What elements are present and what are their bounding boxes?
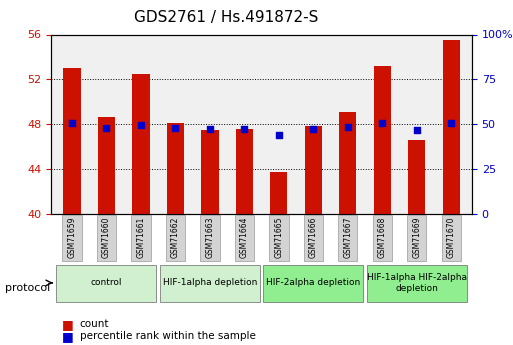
FancyBboxPatch shape bbox=[442, 215, 461, 261]
FancyBboxPatch shape bbox=[338, 215, 358, 261]
Text: HIF-2alpha depletion: HIF-2alpha depletion bbox=[266, 278, 361, 287]
Point bbox=[344, 125, 352, 130]
Text: count: count bbox=[80, 319, 109, 329]
FancyBboxPatch shape bbox=[407, 215, 426, 261]
Text: GSM71666: GSM71666 bbox=[309, 216, 318, 258]
Text: GSM71663: GSM71663 bbox=[205, 216, 214, 258]
Point bbox=[275, 132, 283, 138]
Bar bbox=[339, 112, 357, 214]
Point bbox=[309, 126, 318, 131]
Text: GDS2761 / Hs.491872-S: GDS2761 / Hs.491872-S bbox=[133, 10, 318, 25]
Text: GSM71669: GSM71669 bbox=[412, 216, 421, 258]
Point bbox=[137, 123, 145, 128]
Point bbox=[240, 126, 248, 132]
Text: ■: ■ bbox=[62, 330, 73, 343]
Bar bbox=[201, 130, 219, 214]
Text: GSM71660: GSM71660 bbox=[102, 216, 111, 258]
FancyBboxPatch shape bbox=[269, 215, 288, 261]
FancyBboxPatch shape bbox=[160, 265, 260, 302]
Point bbox=[378, 120, 386, 126]
Bar bbox=[64, 68, 81, 214]
Text: percentile rank within the sample: percentile rank within the sample bbox=[80, 332, 255, 341]
Text: protocol: protocol bbox=[5, 283, 50, 293]
Point bbox=[206, 126, 214, 132]
Text: GSM71667: GSM71667 bbox=[343, 216, 352, 258]
Text: GSM71662: GSM71662 bbox=[171, 216, 180, 258]
FancyBboxPatch shape bbox=[166, 215, 185, 261]
Bar bbox=[236, 129, 253, 214]
Bar bbox=[373, 66, 391, 214]
Bar bbox=[167, 123, 184, 214]
Text: GSM71670: GSM71670 bbox=[447, 216, 456, 258]
Text: GSM71665: GSM71665 bbox=[274, 216, 283, 258]
Bar bbox=[132, 74, 150, 214]
FancyBboxPatch shape bbox=[304, 215, 323, 261]
FancyBboxPatch shape bbox=[367, 265, 467, 302]
FancyBboxPatch shape bbox=[235, 215, 254, 261]
Text: GSM71664: GSM71664 bbox=[240, 216, 249, 258]
Text: HIF-1alpha depletion: HIF-1alpha depletion bbox=[163, 278, 257, 287]
Text: GSM71668: GSM71668 bbox=[378, 216, 387, 258]
Point bbox=[412, 128, 421, 133]
FancyBboxPatch shape bbox=[63, 215, 82, 261]
FancyBboxPatch shape bbox=[131, 215, 151, 261]
Bar bbox=[443, 40, 460, 214]
Bar bbox=[270, 172, 287, 214]
FancyBboxPatch shape bbox=[56, 265, 156, 302]
FancyBboxPatch shape bbox=[97, 215, 116, 261]
Bar bbox=[408, 140, 425, 214]
FancyBboxPatch shape bbox=[263, 265, 363, 302]
Point bbox=[103, 125, 111, 131]
Text: ■: ■ bbox=[62, 318, 73, 331]
Text: control: control bbox=[91, 278, 122, 287]
Text: GSM71659: GSM71659 bbox=[68, 216, 76, 258]
Bar bbox=[305, 126, 322, 214]
Text: HIF-1alpha HIF-2alpha
depletion: HIF-1alpha HIF-2alpha depletion bbox=[367, 273, 467, 293]
FancyBboxPatch shape bbox=[200, 215, 220, 261]
FancyBboxPatch shape bbox=[372, 215, 392, 261]
Point bbox=[171, 126, 180, 131]
Text: GSM71661: GSM71661 bbox=[136, 216, 146, 258]
Point bbox=[447, 120, 456, 126]
Point bbox=[68, 120, 76, 126]
Bar bbox=[98, 117, 115, 214]
